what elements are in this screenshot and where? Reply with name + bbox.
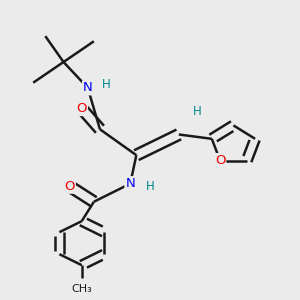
Text: O: O	[76, 102, 87, 115]
Text: O: O	[215, 154, 225, 167]
Text: H: H	[146, 180, 154, 193]
Text: N: N	[83, 81, 93, 94]
Text: H: H	[193, 105, 201, 118]
Text: O: O	[64, 180, 75, 193]
Text: N: N	[125, 177, 135, 190]
Text: H: H	[101, 78, 110, 92]
Text: CH₃: CH₃	[71, 284, 92, 294]
